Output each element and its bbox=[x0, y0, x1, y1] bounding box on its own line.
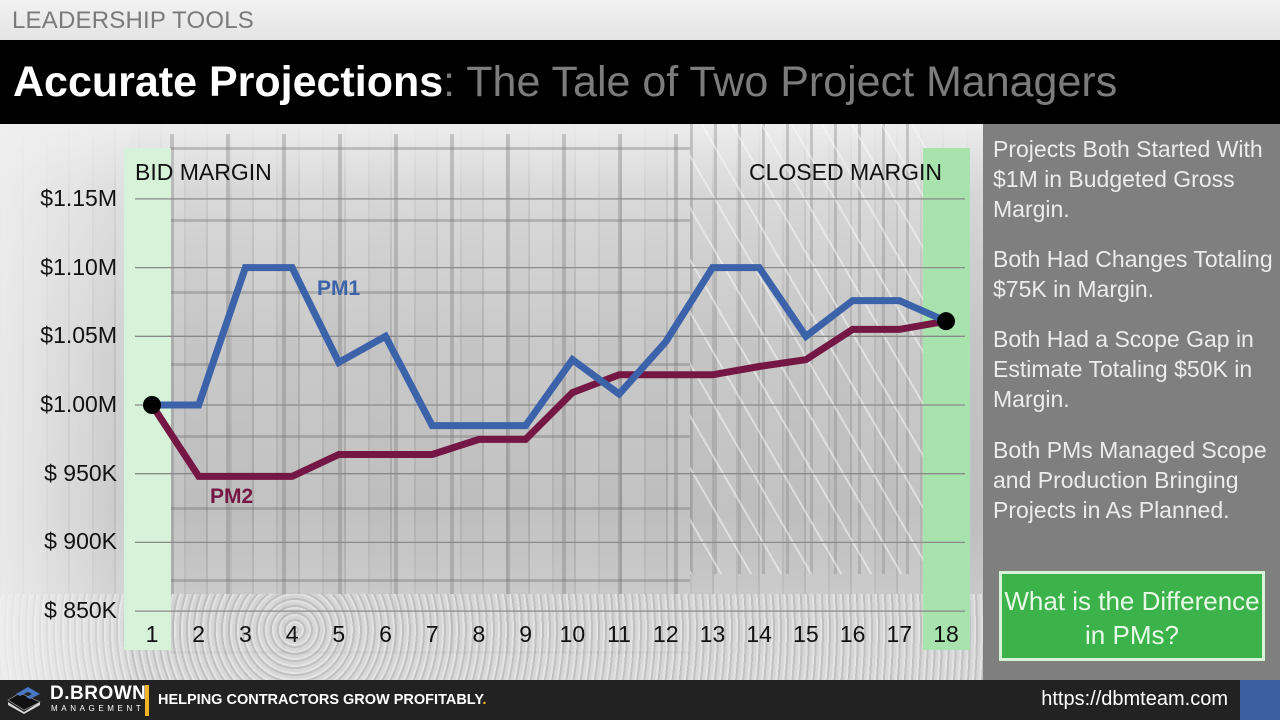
x-tick-label: 8 bbox=[472, 621, 486, 647]
page-title: Accurate Projections: The Tale of Two Pr… bbox=[13, 58, 1117, 107]
info-point-3: Both Had a Scope Gap in Estimate Totalin… bbox=[993, 326, 1254, 412]
x-tick-label: 18 bbox=[933, 621, 959, 647]
footer-divider bbox=[145, 685, 149, 716]
dbrown-logo-icon bbox=[7, 687, 41, 714]
end-point-marker bbox=[937, 312, 955, 331]
x-tick-label: 9 bbox=[519, 621, 533, 647]
x-tick-label: 3 bbox=[239, 621, 252, 647]
photo-fade bbox=[0, 124, 130, 680]
x-tick-label: 5 bbox=[332, 621, 346, 647]
closed-margin-band bbox=[923, 148, 970, 650]
info-panel: Projects Both Started With $1M in Budget… bbox=[983, 124, 1280, 680]
x-tick-label: 2 bbox=[192, 621, 206, 647]
website-link[interactable]: https://dbmteam.com bbox=[1041, 688, 1228, 710]
difference-question-button[interactable]: What is the Difference in PMs? bbox=[999, 571, 1265, 661]
photo-building bbox=[170, 134, 690, 654]
y-tick-label: $ 850K bbox=[44, 597, 117, 624]
section-bar: LEADERSHIP TOOLS bbox=[0, 0, 1280, 40]
pm1-line bbox=[152, 264, 948, 430]
brand-name: D.BROWN bbox=[50, 683, 147, 704]
x-tick-label: 16 bbox=[839, 621, 866, 647]
y-tick-label: $ 950K bbox=[44, 459, 117, 486]
section-label: LEADERSHIP TOOLS bbox=[12, 7, 254, 34]
x-tick-label: 14 bbox=[746, 621, 772, 647]
tagline-dot: . bbox=[482, 692, 487, 708]
info-point-1: Projects Both Started With $1M in Budget… bbox=[993, 136, 1263, 222]
closed-margin-label: CLOSED MARGIN bbox=[749, 159, 942, 185]
pm2-series-label: PM2 bbox=[210, 485, 254, 508]
x-tick-label: 17 bbox=[886, 621, 913, 647]
y-tick-label: $1.00M bbox=[40, 391, 117, 417]
gridlines bbox=[135, 198, 965, 612]
footer: D.BROWN MANAGEMENT HELPING CONTRACTORS G… bbox=[0, 680, 1280, 720]
x-tick-label: 13 bbox=[699, 621, 726, 647]
pm1-series-label: PM1 bbox=[317, 277, 361, 300]
x-tick-label: 15 bbox=[793, 621, 819, 647]
tagline-text: HELPING CONTRACTORS GROW PROFITABLY bbox=[158, 692, 483, 708]
corner-accent bbox=[1240, 680, 1280, 720]
start-point-marker bbox=[143, 396, 161, 414]
x-tick-label: 6 bbox=[379, 621, 392, 647]
title-bold: Accurate Projections bbox=[13, 58, 444, 106]
brand-subtitle: MANAGEMENT bbox=[51, 704, 145, 713]
x-tick-label: 1 bbox=[145, 621, 159, 647]
y-tick-label: $ 900K bbox=[44, 528, 117, 555]
info-point-2: Both Had Changes Totaling $75K in Margin… bbox=[993, 246, 1273, 302]
tagline: HELPING CONTRACTORS GROW PROFITABLY. bbox=[158, 692, 486, 708]
x-tick-label: 4 bbox=[285, 621, 299, 647]
y-tick-label: $1.15M bbox=[40, 184, 117, 211]
x-tick-label: 7 bbox=[425, 621, 439, 647]
y-tick-label: $1.05M bbox=[40, 322, 117, 349]
pm2-line bbox=[149, 317, 947, 480]
info-point-4: Both PMs Managed Scope and Production Br… bbox=[993, 437, 1267, 523]
x-tick-label: 10 bbox=[559, 621, 586, 647]
line-chart bbox=[135, 198, 965, 612]
title-subtitle: : The Tale of Two Project Managers bbox=[443, 58, 1118, 106]
title-bar: Accurate Projections: The Tale of Two Pr… bbox=[0, 40, 1280, 124]
x-tick-label: 12 bbox=[652, 621, 679, 647]
y-tick-label: $1.10M bbox=[40, 253, 117, 280]
x-tick-label: 11 bbox=[607, 621, 631, 647]
bid-margin-label: BID MARGIN bbox=[135, 159, 272, 185]
